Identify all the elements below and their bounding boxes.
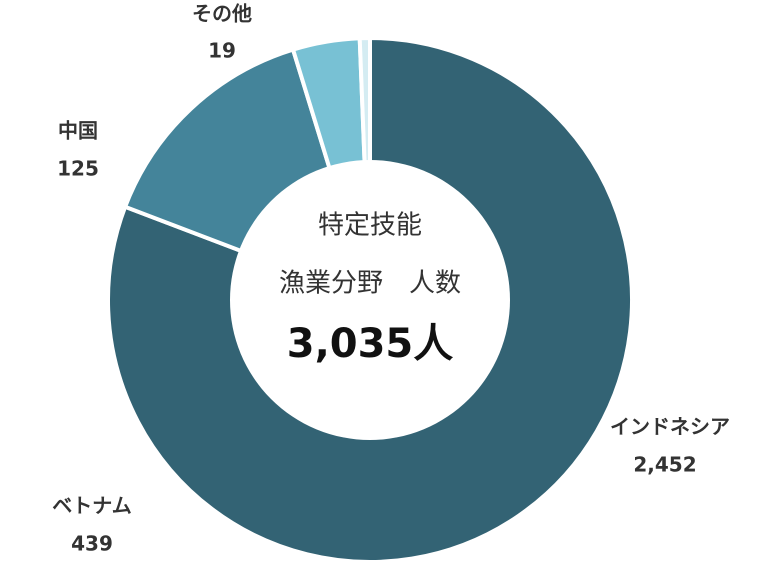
value-label: 125 [57,157,99,181]
donut-hole [230,160,510,440]
category-label: ベトナム [52,494,131,518]
value-label: 2,452 [633,453,696,477]
center-text: 特定技能 [318,211,422,241]
center-total: 3,035人 [287,321,454,367]
category-label: インドネシア [610,415,730,439]
value-label: 19 [208,39,236,63]
value-label: 439 [71,532,113,556]
center-text: 漁業分野 人数 [279,269,461,299]
category-label: その他 [192,2,252,26]
category-label: 中国 [58,119,98,143]
